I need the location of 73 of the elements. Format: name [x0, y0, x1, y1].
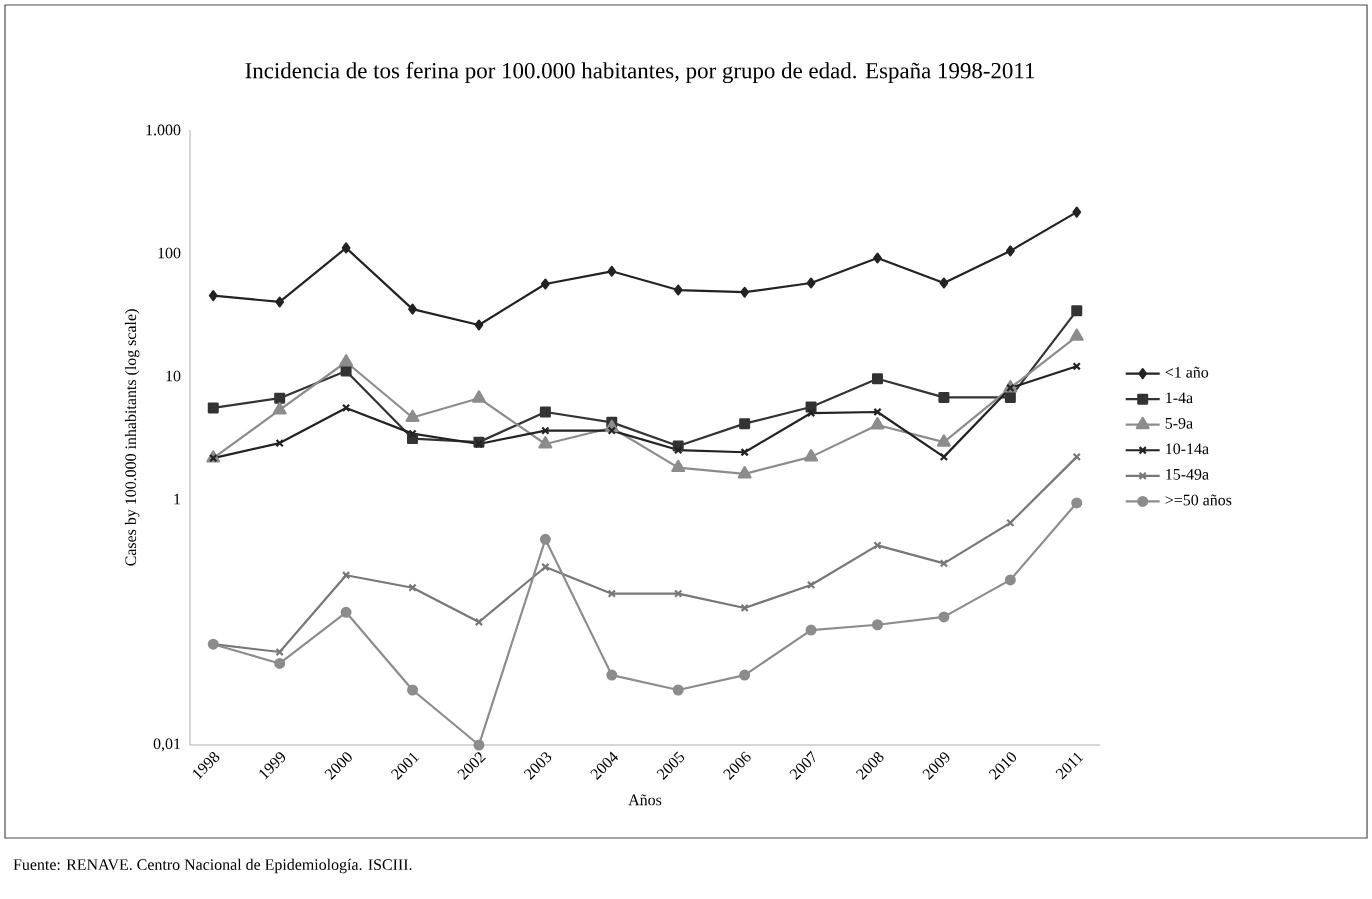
point — [607, 265, 617, 277]
legend-label: 10-14a — [1166, 443, 1209, 455]
point — [606, 669, 618, 681]
point — [340, 365, 352, 377]
legend-label: >=50 años — [1165, 494, 1232, 506]
point — [1069, 328, 1084, 341]
point — [870, 417, 885, 430]
point — [474, 319, 484, 331]
point — [341, 403, 351, 413]
point — [671, 459, 686, 473]
point — [939, 452, 949, 462]
point — [1004, 574, 1016, 586]
legend-label: 1-4a — [1166, 392, 1193, 404]
point — [341, 242, 351, 254]
x-axis-title: Años — [628, 794, 662, 806]
point — [740, 286, 750, 298]
point — [1004, 391, 1016, 403]
legend-label: 5-9a — [1165, 417, 1193, 429]
point — [539, 533, 551, 545]
point — [672, 684, 684, 696]
point — [405, 409, 420, 422]
point — [474, 617, 484, 627]
point — [1072, 206, 1082, 218]
point — [275, 296, 285, 308]
point — [1071, 497, 1083, 509]
point — [539, 406, 551, 418]
y-tick-label: 0,01 — [153, 738, 180, 752]
point — [673, 284, 683, 296]
point — [737, 466, 752, 479]
point — [804, 448, 819, 462]
point — [272, 402, 287, 415]
point — [739, 418, 751, 430]
point — [208, 290, 218, 302]
y-tick-label: 1.000 — [146, 124, 181, 136]
point — [806, 408, 816, 418]
point — [806, 277, 816, 289]
point — [407, 684, 419, 696]
point — [408, 303, 417, 315]
point — [938, 611, 950, 623]
legend-label: <1 año — [1165, 366, 1209, 378]
point — [939, 277, 949, 289]
point — [274, 657, 286, 669]
point — [873, 407, 882, 417]
y-axis-title: Cases by 100.000 inhabitants (log scale) — [124, 309, 140, 566]
point — [936, 434, 951, 447]
point — [1005, 245, 1015, 257]
point — [207, 402, 219, 414]
point — [340, 606, 352, 618]
point — [806, 580, 816, 590]
y-tick-label: 10 — [166, 370, 181, 382]
x-tick-label: 2001 — [391, 752, 420, 780]
y-tick-label: 100 — [158, 247, 181, 259]
point — [938, 391, 950, 403]
source-note: Fuente: RENAVE. Centro Nacional de Epidemiología. ISCIII. — [13, 858, 412, 874]
legend-label: 15-49a — [1166, 469, 1209, 480]
x-tick-label: 2011 — [1055, 752, 1084, 780]
y-tick-label: 1 — [174, 493, 180, 505]
chart-title: Incidencia de tos ferina por 100.000 habitantes, por grupo de edad. España 1998-2011 — [245, 62, 1035, 84]
point — [871, 619, 883, 631]
point — [1006, 518, 1015, 528]
point — [607, 589, 617, 598]
point — [1072, 362, 1081, 371]
point — [274, 392, 286, 404]
point — [873, 252, 882, 264]
point — [871, 373, 883, 385]
point — [739, 669, 751, 681]
point — [1071, 305, 1083, 317]
point — [540, 278, 550, 290]
point — [538, 436, 553, 449]
point — [471, 390, 486, 403]
point — [805, 624, 817, 636]
point — [473, 739, 485, 751]
point — [339, 354, 354, 367]
